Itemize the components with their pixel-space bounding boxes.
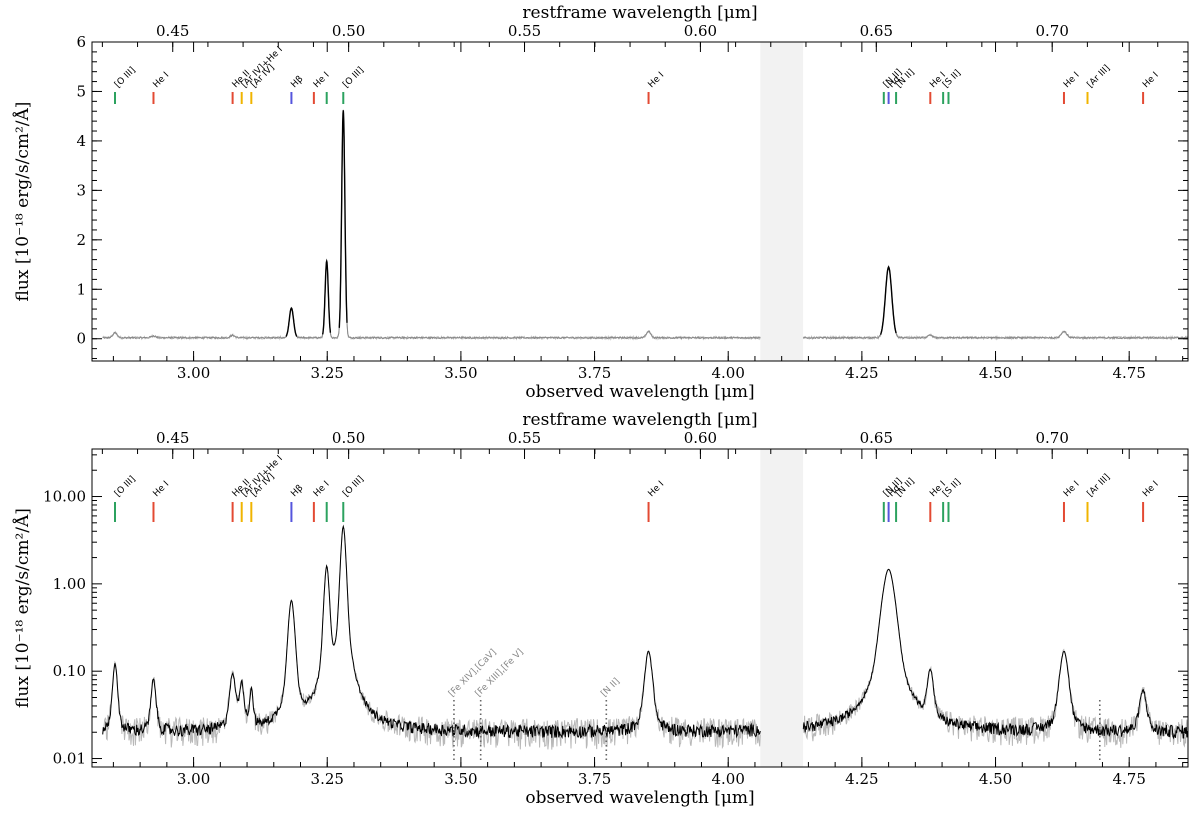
top-tick-label: 0.55 [508, 22, 541, 40]
masked-region [760, 449, 804, 767]
x-axis-ticks: 3.00 3.25 3.50 3.75 4.00 4.25 4.50 4.75 [112, 42, 1184, 382]
top-tick-label: 0.65 [860, 22, 893, 40]
x-tick-label: 4.50 [979, 770, 1012, 788]
top-tick-label: 0.55 [508, 429, 541, 447]
spectrum-line [102, 524, 1189, 740]
top-tick-label: 0.70 [1035, 429, 1068, 447]
emission-line-label: [S II] [941, 68, 963, 90]
y-axis-label: flux [10⁻¹⁸ erg/s/cm²/Å] [12, 102, 33, 302]
y-tick-label: 4 [76, 132, 86, 150]
emission-line-label: He I [1062, 70, 1082, 90]
top-tick-label: 0.50 [332, 429, 365, 447]
top-tick-label: 0.50 [332, 22, 365, 40]
top-tick-label: 0.65 [860, 429, 893, 447]
spectrum-line [102, 110, 1189, 340]
plot-frame [91, 448, 1189, 768]
y-tick-label: 0.10 [53, 662, 86, 680]
emission-line-markers: [O III] He I He II[Ar IV]+He I[Ar IV] Hβ He … [113, 454, 1161, 522]
emission-line-label: He I [1141, 479, 1161, 499]
top-tick-label: 0.45 [156, 429, 189, 447]
top-axis-label: restframe wavelength [μm] [522, 3, 757, 23]
top-axis-label: restframe wavelength [μm] [522, 410, 757, 430]
x-tick-label: 4.75 [1112, 770, 1145, 788]
emission-line-label: [Ar III] [1086, 472, 1113, 499]
annotation-label: [Fe XIII],[Fe V] [474, 647, 526, 699]
emission-line-label: He I [152, 70, 172, 90]
y-tick-label: 1.00 [53, 575, 86, 593]
emission-line-label: [S II] [941, 477, 963, 499]
emission-line-label: He I [647, 70, 667, 90]
emission-line-label: He I [1141, 70, 1161, 90]
emission-line-label: He I [312, 70, 332, 90]
log-spectrum-panel: [Fe XIV],[CaV][Fe XIII],[Fe V] [N II] [O … [12, 410, 1189, 808]
x-tick-label: 3.00 [177, 770, 210, 788]
linear-spectrum-panel: [O III] He I He II[Ar IV]+He I[Ar IV] Hβ He … [12, 3, 1189, 402]
x-tick-label: 4.25 [845, 770, 878, 788]
emission-line-label: He I [1062, 479, 1082, 499]
emission-line-label: Hβ [289, 483, 305, 499]
emission-line-label: [O III] [341, 65, 366, 90]
emission-line-markers: [O III] He I He II[Ar IV]+He I[Ar IV] Hβ He … [113, 45, 1161, 104]
annotation-label: [Fe XIV],[CaV] [447, 648, 499, 700]
y-tick-label: 10.00 [43, 488, 86, 506]
x-tick-label: 4.50 [979, 364, 1012, 382]
top-axis-ticks: 0.45 0.50 0.55 0.60 0.65 0.70 [101, 22, 1159, 52]
y-tick-label: 2 [76, 231, 86, 249]
x-axis-label: observed wavelength [μm] [525, 788, 754, 808]
top-axis-ticks: 0.45 0.50 0.55 0.60 0.65 0.70 [101, 429, 1159, 459]
x-tick-label: 3.50 [444, 364, 477, 382]
x-tick-label: 4.00 [712, 364, 745, 382]
plot-frame [91, 41, 1189, 362]
top-tick-label: 0.60 [684, 22, 717, 40]
y-tick-label: 5 [76, 82, 86, 100]
annotation-label: [N II] [599, 677, 622, 700]
spectrum-peak-core [285, 110, 897, 337]
emission-line-label: [Ar III] [1086, 63, 1113, 90]
masked-region [760, 42, 804, 361]
x-tick-label: 4.00 [712, 770, 745, 788]
y-axis-label: flux [10⁻¹⁸ erg/s/cm²/Å] [12, 508, 33, 708]
y-tick-label: 3 [76, 181, 86, 199]
top-tick-label: 0.60 [684, 429, 717, 447]
x-tick-label: 4.75 [1112, 364, 1145, 382]
y-tick-label: 6 [76, 33, 86, 51]
emission-line-label: He I [152, 479, 172, 499]
x-tick-label: 3.00 [177, 364, 210, 382]
spectrum-noise-band [102, 524, 1189, 750]
emission-line-label: He I [647, 479, 667, 499]
top-tick-label: 0.70 [1035, 22, 1068, 40]
x-axis-ticks: 3.00 3.25 3.50 3.75 4.00 4.25 4.50 4.75 [112, 449, 1184, 788]
emission-line-label: [O III] [113, 65, 138, 90]
emission-line-label: [O III] [341, 474, 366, 499]
x-tick-label: 3.75 [578, 770, 611, 788]
y-tick-label: 1 [76, 280, 86, 298]
x-tick-label: 3.25 [311, 364, 344, 382]
emission-line-label: Hβ [289, 74, 305, 90]
emission-line-label: [O III] [113, 474, 138, 499]
x-axis-label: observed wavelength [μm] [525, 382, 754, 402]
y-tick-label: 0.01 [53, 750, 86, 768]
spectrum-noise-band [102, 109, 1189, 341]
x-tick-label: 4.25 [845, 364, 878, 382]
x-tick-label: 3.25 [311, 770, 344, 788]
y-tick-label: 0 [76, 330, 86, 348]
x-tick-label: 3.50 [444, 770, 477, 788]
top-tick-label: 0.45 [156, 22, 189, 40]
emission-line-label: He I [312, 479, 332, 499]
x-tick-label: 3.75 [578, 364, 611, 382]
y-axis-ticks: 0 1 2 3 4 5 6 [76, 33, 1188, 360]
y-axis-ticks: 0.01 0.10 1.00 10.00 [43, 454, 1188, 768]
